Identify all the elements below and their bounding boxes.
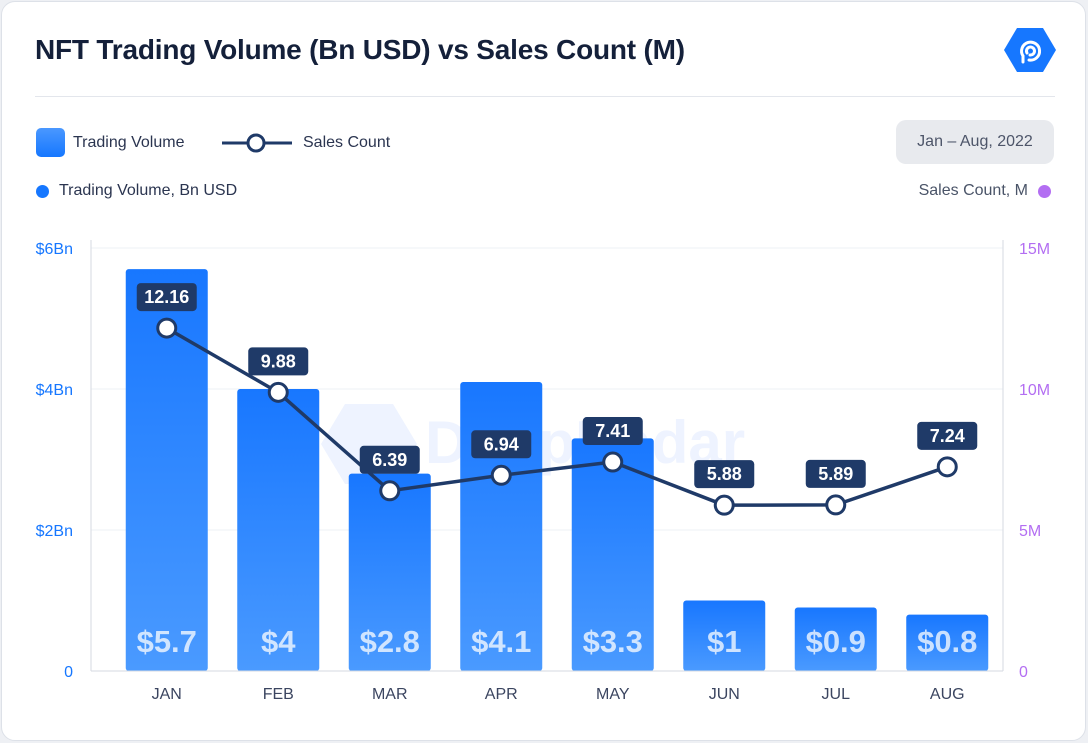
line-value-label: 6.94 (484, 434, 519, 454)
right-axis-title-text: Sales Count, M (918, 182, 1028, 199)
left-tick-label: 0 (64, 664, 73, 681)
line-point (156, 317, 178, 339)
line-value-badge (694, 460, 755, 489)
x-tick-label: MAR (372, 686, 408, 703)
x-tick-label: FEB (263, 686, 294, 703)
line-value-label: 7.24 (930, 426, 965, 446)
right-tick-label: 5M (1019, 523, 1041, 540)
legend-label-sales-count: Sales Count (303, 134, 391, 151)
line-value-label: 7.41 (595, 421, 630, 441)
purple-dot-icon (1038, 184, 1051, 198)
line-value-badge (359, 445, 420, 474)
x-tick-label: AUG (930, 686, 965, 703)
bar-jun (683, 600, 766, 671)
legend-item-trading-volume: Trading Volume (36, 128, 184, 157)
bar-may (571, 438, 654, 671)
bar-value-label: $0.9 (806, 624, 866, 659)
line-value-label: 12.16 (144, 287, 189, 307)
bar-value-label: $0.8 (917, 624, 977, 659)
sales-count-line (165, 326, 948, 507)
left-axis-title: Trading Volume, Bn USD (36, 182, 237, 200)
x-tick-label: JUN (709, 686, 740, 703)
bar-value-label: $5.7 (137, 624, 197, 659)
line-value-label: 6.39 (372, 450, 407, 470)
bar-value-label: $4 (261, 624, 296, 659)
x-tick-label: JAN (152, 686, 182, 703)
line-point (825, 494, 847, 516)
x-tick-label: MAY (596, 686, 630, 703)
bar-value-label: $2.8 (360, 624, 420, 659)
bar-mar (348, 473, 431, 671)
right-axis-title: Sales Count, M (919, 182, 1051, 200)
dappradar-logo-icon (1004, 28, 1056, 72)
bar-value-label: $1 (707, 624, 741, 659)
line-value-badge (805, 459, 866, 488)
left-axis-title-text: Trading Volume, Bn USD (59, 182, 238, 199)
line-value-badge (471, 430, 532, 459)
header-divider (35, 96, 1055, 97)
line-value-label: 9.88 (261, 351, 296, 371)
left-tick-label: $6Bn (36, 241, 73, 258)
line-point (267, 381, 289, 403)
line-value-label: 5.88 (707, 464, 742, 484)
line-value-badge (582, 417, 643, 446)
line-value-label: 5.89 (818, 464, 853, 484)
bar-value-label: $4.1 (471, 624, 531, 659)
period-badge[interactable]: Jan – Aug, 2022 (896, 120, 1054, 164)
grid-lines (91, 247, 1003, 531)
blue-dot-icon (36, 184, 49, 198)
line-point (379, 480, 401, 502)
line-point (602, 451, 624, 473)
line-marker-icon (222, 133, 292, 153)
right-tick-label: 10M (1019, 382, 1050, 399)
left-tick-label: $2Bn (36, 523, 73, 540)
right-tick-label: 15M (1019, 241, 1050, 258)
bar-swatch-icon (36, 128, 65, 157)
line-point (936, 456, 958, 478)
x-tick-label: APR (485, 686, 518, 703)
legend-label-trading-volume: Trading Volume (73, 133, 185, 151)
bar-feb (237, 389, 320, 671)
axes: 0 $2Bn $4Bn $6Bn 0 5M 10M 15M JAN FEB MAR APR MAY JUN… (36, 240, 1050, 703)
left-tick-label: $4Bn (36, 382, 73, 399)
bar-value-label: $3.3 (583, 624, 643, 659)
bar-aug (906, 614, 989, 671)
right-tick-label: 0 (1019, 664, 1028, 681)
bar-jul (794, 607, 877, 671)
line-value-badge (136, 283, 197, 312)
line-series: 12.16 9.88 6.39 6.94 7.41 5.88 5.89 7.24 (136, 283, 978, 516)
line-point (713, 494, 735, 516)
line-point (490, 464, 512, 486)
chart-title: NFT Trading Volume (Bn USD) vs Sales Cou… (35, 34, 685, 65)
x-tick-label: JUL (822, 686, 851, 703)
line-value-badge (917, 421, 978, 450)
bar-jan (125, 269, 208, 671)
line-value-badge (248, 347, 309, 376)
